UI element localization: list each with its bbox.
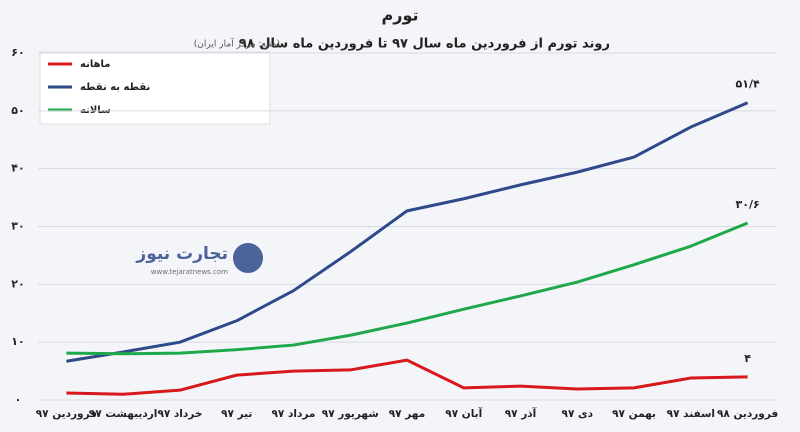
y-tick-label: ۳۰ bbox=[11, 220, 24, 233]
value-label: ۵۱/۴ bbox=[736, 78, 760, 91]
logo-text: تجارت نیوز bbox=[135, 244, 228, 264]
source: (منبع: مرکز آمار ایران) bbox=[194, 38, 280, 50]
x-tick-label: بهمن ۹۷ bbox=[612, 408, 656, 420]
x-tick-label: اردیبهشت ۹۷ bbox=[89, 408, 157, 420]
x-tick-label: فروردین ۹۷ bbox=[36, 408, 97, 420]
x-tick-label: مرداد ۹۷ bbox=[272, 408, 316, 420]
x-tick-label: اسفند ۹۷ bbox=[667, 408, 715, 420]
value-label: ۴ bbox=[744, 352, 751, 365]
logo-icon bbox=[233, 243, 263, 273]
legend-label: ماهانه bbox=[80, 59, 110, 70]
y-tick-label: ۴۰ bbox=[11, 162, 24, 175]
legend-label: نقطه به نقطه bbox=[80, 82, 150, 93]
series-line bbox=[66, 221, 749, 356]
x-tick-label: مهر ۹۷ bbox=[389, 408, 425, 420]
x-tick-label: آبان ۹۷ bbox=[445, 407, 482, 420]
x-tick-label: شهریور ۹۷ bbox=[322, 408, 379, 420]
value-label: ۳۰/۶ bbox=[736, 198, 760, 211]
x-tick-label: خرداد ۹۷ bbox=[157, 408, 202, 420]
y-tick-label: ۲۰ bbox=[11, 277, 24, 290]
series-line bbox=[66, 101, 749, 363]
y-tick-label: ۶۰ bbox=[11, 46, 24, 59]
series-line bbox=[66, 358, 748, 396]
y-tick-label: ۱۰ bbox=[11, 335, 24, 348]
logo-url: www.tejaratnews.com bbox=[151, 268, 228, 276]
x-tick-label: آذر ۹۷ bbox=[505, 407, 537, 420]
x-tick-label: تیر ۹۷ bbox=[221, 408, 252, 420]
y-tick-label: ۵۰ bbox=[11, 104, 24, 117]
y-tick-label: ۰ bbox=[15, 393, 22, 406]
legend-box bbox=[39, 51, 271, 125]
chart-subtitle: روند تورم از فروردین ماه سال ۹۷ تا فرورد… bbox=[239, 37, 610, 52]
watermark: تجارت نیوز www.tejaratnews.com bbox=[135, 243, 263, 276]
x-tick-label: فروردین ۹۸ bbox=[717, 408, 778, 420]
x-tick-label: دی ۹۷ bbox=[562, 408, 594, 420]
chart-title: تورم bbox=[382, 6, 419, 25]
